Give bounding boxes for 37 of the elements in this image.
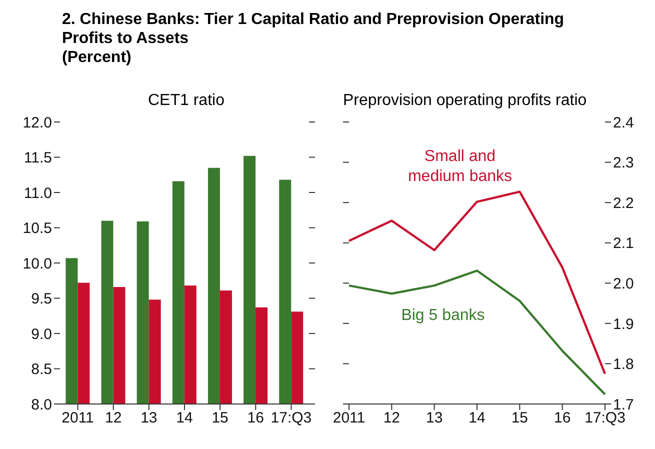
series-label: Big 5 banks (400, 306, 486, 326)
y2-tick-label: 1.8 (613, 356, 634, 374)
x-tick-label: 17:Q3 (270, 410, 312, 427)
text: 2. Chinese Banks: Tier 1 Capital Ratio and Preprovision Operating Profits to Assets (62, 10, 566, 48)
y2-tick-label: 2.1 (613, 235, 634, 252)
y2-tick-label: 2.3 (613, 154, 634, 172)
line-series (348, 190, 606, 375)
y2-tick-label: 2.2 (613, 194, 634, 212)
x-tick-label: 15 (511, 410, 528, 427)
x-tick-label: 13 (426, 410, 443, 427)
y-tick-label: 12.0 (22, 114, 52, 132)
x-tick-label: 2011 (332, 410, 366, 427)
y2-tick-label: 2.4 (613, 114, 634, 132)
y2-tick-label: 1.9 (613, 316, 634, 333)
y-tick-label: 10.5 (22, 220, 52, 238)
text: (Percent) (62, 48, 132, 67)
y-tick-label: 9.0 (31, 326, 52, 343)
x-tick-label: 12 (105, 410, 122, 427)
y-tick-label: 10.0 (22, 255, 52, 272)
series-label: Small and medium banks (406, 147, 514, 187)
chart-title: Preprovision operating profits ratio (343, 92, 587, 110)
y-tick-label: 11.5 (24, 150, 52, 167)
y-tick-label: 8.5 (31, 361, 52, 378)
x-tick-label: 14 (468, 410, 486, 427)
y-tick-label: 9.5 (31, 290, 52, 308)
x-tick-label: 16 (554, 410, 571, 427)
x-tick-label: 12 (383, 410, 400, 427)
y-tick-label: 11.0 (24, 184, 52, 202)
line-series (348, 270, 606, 396)
x-tick-label: 15 (212, 410, 228, 427)
chart-title: CET1 ratio (148, 92, 224, 110)
x-tick-label: 2011 (62, 410, 94, 427)
x-tick-label: 16 (247, 410, 264, 427)
y-tick-label: 8.0 (31, 396, 52, 414)
x-tick-label: 14 (176, 410, 193, 427)
x-tick-label: 13 (140, 410, 158, 427)
y2-tick-label: 2.0 (613, 275, 634, 292)
